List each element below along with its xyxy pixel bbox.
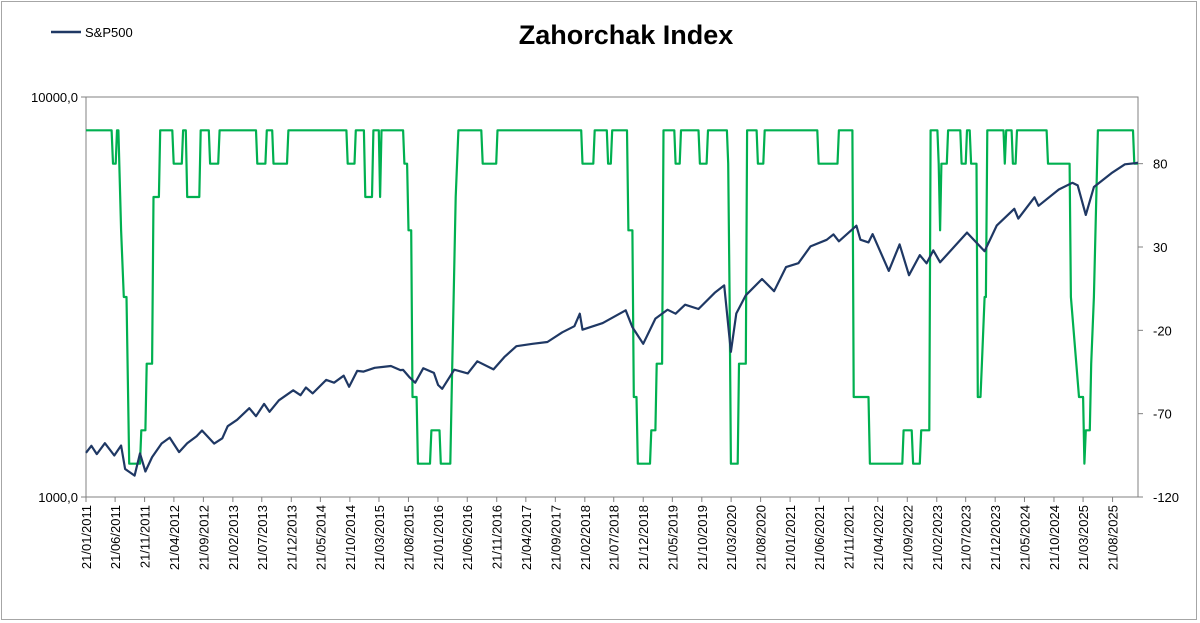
y-right-tick-label: -20 xyxy=(1153,323,1172,338)
legend-label-sp500: S&P500 xyxy=(85,25,133,40)
y-right-tick-label: -120 xyxy=(1153,490,1179,505)
x-tick-label: 21/09/2022 xyxy=(900,505,915,570)
x-tick-label: 21/02/2023 xyxy=(930,505,945,570)
x-tick-label: 21/03/2020 xyxy=(724,505,739,570)
x-tick-label: 21/05/2014 xyxy=(313,505,328,570)
x-tick-label: 21/11/2016 xyxy=(490,505,505,569)
y-left-tick-label: 10000,0 xyxy=(31,90,78,105)
x-tick-label: 21/10/2024 xyxy=(1047,505,1062,570)
x-tick-label: 21/02/2013 xyxy=(226,505,241,570)
series-layer xyxy=(85,129,1139,477)
series-line-zahorchak xyxy=(86,129,1138,465)
x-tick-label: 21/04/2022 xyxy=(871,505,886,570)
legend: S&P500 xyxy=(51,25,133,40)
x-tick-label: 21/07/2023 xyxy=(959,505,974,570)
series-line-sp500 xyxy=(85,161,1139,477)
y-left-tick-label: 1000,0 xyxy=(38,490,78,505)
plot-area xyxy=(85,96,1139,498)
axes: 10000,0 1000,0 80 30 -20 -70 -120 21/01/2011 21/… xyxy=(31,90,1179,570)
x-tick-label: 21/04/2012 xyxy=(167,505,182,570)
x-tick-label: 21/01/2016 xyxy=(431,505,446,570)
y-right-tick-label: 30 xyxy=(1153,240,1167,255)
x-tick-label: 21/06/2016 xyxy=(460,505,475,570)
x-tick-label: 21/07/2013 xyxy=(255,505,270,570)
x-tick-label: 21/08/2015 xyxy=(401,505,416,570)
x-tick-label: 21/11/2011 xyxy=(138,505,153,568)
x-tick-label: 21/01/2011 xyxy=(79,505,94,569)
x-tick-label: 21/05/2019 xyxy=(665,505,680,570)
x-tick-label: 21/12/2023 xyxy=(988,505,1003,570)
x-tick-label: 21/11/2021 xyxy=(842,505,857,569)
x-tick-label: 21/08/2020 xyxy=(754,505,769,570)
x-tick-label: 21/09/2012 xyxy=(196,505,211,570)
x-tick-label: 21/07/2018 xyxy=(607,505,622,570)
x-tick-label: 21/10/2019 xyxy=(695,505,710,570)
x-tick-label: 21/06/2011 xyxy=(108,505,123,569)
x-tick-label: 21/02/2018 xyxy=(578,505,593,570)
x-tick-label: 21/06/2021 xyxy=(812,505,827,570)
x-tick-label: 21/10/2014 xyxy=(343,505,358,570)
chart-title: Zahorchak Index xyxy=(519,20,734,50)
x-tick-label: 21/04/2017 xyxy=(519,505,534,570)
x-tick-label: 21/09/2017 xyxy=(548,505,563,570)
x-tick-label: 21/03/2025 xyxy=(1076,505,1091,570)
y-right-tick-label: -70 xyxy=(1153,407,1172,422)
x-tick-label: 21/03/2015 xyxy=(372,505,387,570)
x-tick-label: 21/01/2021 xyxy=(783,505,798,570)
y-right-tick-label: 80 xyxy=(1153,157,1167,172)
x-tick-label: 21/12/2018 xyxy=(636,505,651,570)
x-tick-label: 21/08/2025 xyxy=(1106,505,1121,570)
x-tick-label: 21/12/2013 xyxy=(284,505,299,570)
x-tick-label: 21/05/2024 xyxy=(1017,505,1032,570)
